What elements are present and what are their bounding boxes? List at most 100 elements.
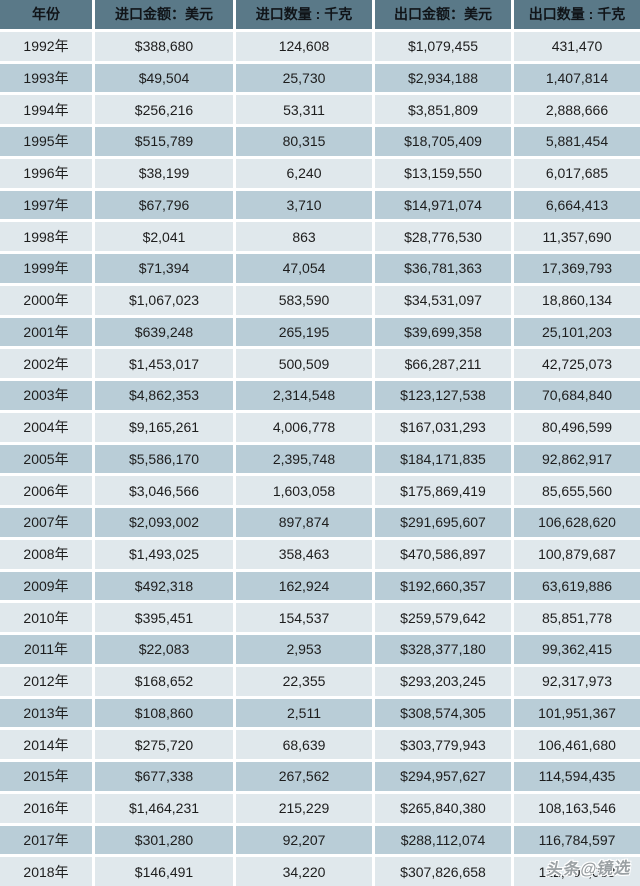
cell-year: 2011年 [0,635,92,664]
table-row: 2002年 $1,453,017 500,509 $66,287,211 42,725,… [0,349,640,378]
cell-year: 1992年 [0,31,92,61]
cell-import-value: $22,083 [95,635,233,664]
cell-year: 2007年 [0,508,92,537]
cell-import-quantity: 215,229 [236,793,372,823]
cell-import-value: $49,504 [95,63,233,93]
cell-export-quantity: 63,619,886 [514,571,640,601]
table-row: 1997年 $67,796 3,710 $14,971,074 6,664,413 [0,190,640,220]
cell-export-quantity: 106,628,620 [514,508,640,537]
table-row: 2017年 $301,280 92,207 $288,112,074 116,784,5… [0,825,640,855]
col-header-export-value: 出口金额：美元 [375,0,511,29]
table-row: 2016年 $1,464,231 215,229 $265,840,380 108,16… [0,793,640,823]
cell-import-value: $38,199 [95,158,233,188]
table-row: 1999年 $71,394 47,054 $36,781,363 17,369,793 [0,254,640,283]
cell-export-quantity: 17,369,793 [514,254,640,283]
cell-export-quantity: 80,496,599 [514,412,640,442]
cell-export-quantity: 112,709,088 [514,857,640,886]
cell-year: 1995年 [0,127,92,156]
cell-export-quantity: 18,860,134 [514,285,640,315]
table-row: 1995年 $515,789 80,315 $18,705,409 5,881,454 [0,127,640,156]
cell-import-quantity: 162,924 [236,571,372,601]
cell-export-value: $184,171,835 [375,444,511,474]
cell-import-quantity: 80,315 [236,127,372,156]
cell-export-value: $307,826,658 [375,857,511,886]
col-header-year: 年份 [0,0,92,29]
cell-year: 2018年 [0,857,92,886]
cell-import-quantity: 863 [236,222,372,251]
cell-import-value: $677,338 [95,762,233,791]
cell-year: 2013年 [0,698,92,728]
table-row: 2004年 $9,165,261 4,006,778 $167,031,293 80,4… [0,412,640,442]
cell-export-quantity: 92,317,973 [514,666,640,696]
cell-import-quantity: 68,639 [236,730,372,759]
table-row: 1996年 $38,199 6,240 $13,159,550 6,017,685 [0,158,640,188]
cell-export-value: $288,112,074 [375,825,511,855]
cell-import-quantity: 358,463 [236,539,372,569]
cell-export-value: $39,699,358 [375,317,511,347]
cell-export-quantity: 106,461,680 [514,730,640,759]
cell-import-value: $168,652 [95,666,233,696]
cell-export-value: $36,781,363 [375,254,511,283]
cell-year: 2002年 [0,349,92,378]
cell-import-quantity: 154,537 [236,603,372,632]
table-row: 2014年 $275,720 68,639 $303,779,943 106,461,6… [0,730,640,759]
table-row: 1993年 $49,504 25,730 $2,934,188 1,407,814 [0,63,640,93]
cell-export-quantity: 85,655,560 [514,476,640,505]
cell-export-value: $265,840,380 [375,793,511,823]
cell-import-value: $1,493,025 [95,539,233,569]
cell-import-value: $67,796 [95,190,233,220]
cell-import-quantity: 267,562 [236,762,372,791]
cell-export-value: $294,957,627 [375,762,511,791]
cell-import-value: $3,046,566 [95,476,233,505]
cell-import-value: $301,280 [95,825,233,855]
cell-import-quantity: 265,195 [236,317,372,347]
cell-import-value: $492,318 [95,571,233,601]
cell-import-value: $1,453,017 [95,349,233,378]
cell-year: 1998年 [0,222,92,251]
cell-year: 2004年 [0,412,92,442]
cell-import-quantity: 583,590 [236,285,372,315]
cell-year: 2016年 [0,793,92,823]
cell-export-value: $1,079,455 [375,31,511,61]
cell-export-quantity: 92,862,917 [514,444,640,474]
cell-year: 2010年 [0,603,92,632]
table-row: 2010年 $395,451 154,537 $259,579,642 85,851,7… [0,603,640,632]
cell-export-value: $13,159,550 [375,158,511,188]
table-row: 2018年 $146,491 34,220 $307,826,658 112,709,0… [0,857,640,886]
cell-import-quantity: 124,608 [236,31,372,61]
cell-import-quantity: 500,509 [236,349,372,378]
table-row: 2007年 $2,093,002 897,874 $291,695,607 106,62… [0,508,640,537]
table-row: 2000年 $1,067,023 583,590 $34,531,097 18,860,… [0,285,640,315]
cell-export-value: $259,579,642 [375,603,511,632]
cell-import-quantity: 22,355 [236,666,372,696]
table-row: 2011年 $22,083 2,953 $328,377,180 99,362,415 [0,635,640,664]
cell-export-quantity: 1,407,814 [514,63,640,93]
cell-import-value: $146,491 [95,857,233,886]
table-row: 2006年 $3,046,566 1,603,058 $175,869,419 85,6… [0,476,640,505]
cell-export-value: $123,127,538 [375,381,511,410]
cell-year: 2017年 [0,825,92,855]
cell-import-value: $4,862,353 [95,381,233,410]
cell-import-value: $275,720 [95,730,233,759]
cell-year: 2015年 [0,762,92,791]
cell-export-value: $2,934,188 [375,63,511,93]
cell-year: 1994年 [0,95,92,124]
header-row: 年份 进口金额：美元 进口数量 : 千克 出口金额：美元 出口数量 : 千克 [0,0,640,29]
cell-import-quantity: 47,054 [236,254,372,283]
cell-export-value: $18,705,409 [375,127,511,156]
cell-import-value: $1,464,231 [95,793,233,823]
cell-export-quantity: 101,951,367 [514,698,640,728]
cell-export-quantity: 108,163,546 [514,793,640,823]
table-row: 2001年 $639,248 265,195 $39,699,358 25,101,20… [0,317,640,347]
cell-import-value: $9,165,261 [95,412,233,442]
cell-import-quantity: 4,006,778 [236,412,372,442]
cell-year: 2008年 [0,539,92,569]
cell-year: 2006年 [0,476,92,505]
cell-export-quantity: 25,101,203 [514,317,640,347]
cell-year: 1997年 [0,190,92,220]
table-row: 2005年 $5,586,170 2,395,748 $184,171,835 92,8… [0,444,640,474]
cell-import-value: $388,680 [95,31,233,61]
cell-import-value: $515,789 [95,127,233,156]
cell-year: 2001年 [0,317,92,347]
